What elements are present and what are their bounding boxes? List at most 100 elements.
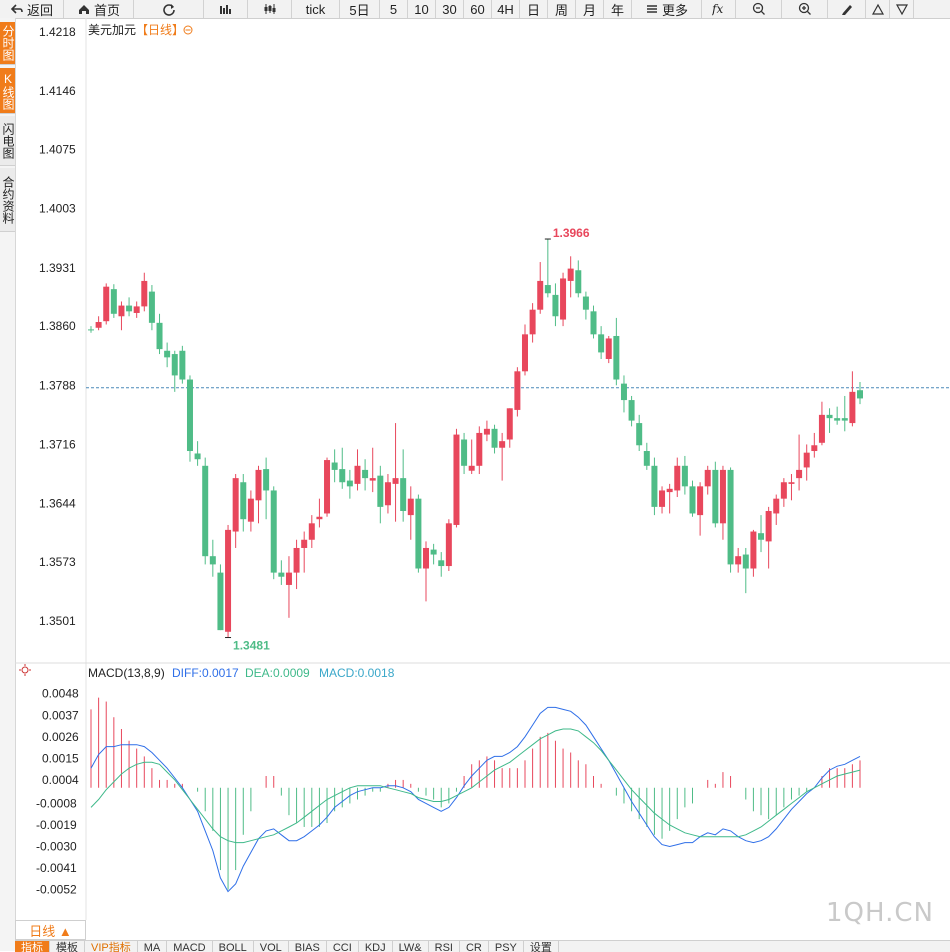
candle [362,459,369,491]
candle [780,478,787,507]
home-icon [77,2,91,16]
candle [278,560,285,585]
candle [788,474,795,501]
candle [491,424,498,454]
indicator-tab[interactable]: BOLL [213,941,254,952]
diff-value: DIFF:0.0017 [172,666,239,680]
side-tabs: 分时图 K线图 闪电图 合约资料 [0,18,16,951]
sun-settings-icon[interactable] [19,664,31,676]
candle [186,375,193,462]
toolbar-triangle-down-button[interactable] [890,0,914,18]
indicator-tab[interactable]: LW& [393,941,429,952]
indicator-tab[interactable]: PSY [489,941,524,952]
candle [255,465,262,524]
candle [697,482,704,536]
indicator-tab[interactable]: MA [138,941,168,952]
candle [659,486,666,514]
candle [293,539,300,590]
toolbar-formula-button[interactable]: fx [702,0,736,18]
candle [339,447,346,489]
indicator-tab[interactable]: CCI [327,941,359,952]
toolbar-btn-5[interactable]: tick [292,0,340,18]
price-tick-label: 1.3573 [39,555,76,569]
indicator-tab[interactable]: CR [460,941,489,952]
candle [765,506,772,569]
macd-tick-label: -0.0041 [36,861,77,875]
indicator-tab[interactable]: 指标 [15,941,50,952]
candle [179,345,186,384]
indicator-tab[interactable]: BIAS [289,941,327,952]
toolbar-zoom-in-button[interactable] [782,0,828,18]
price-tick-label: 1.4146 [39,84,76,98]
toolbar-btn-11[interactable]: 4H [492,0,520,18]
candle [689,480,696,517]
indicator-tab[interactable]: MACD [167,941,213,952]
candle [834,406,841,425]
toolbar-btn-8[interactable]: 10 [408,0,436,18]
indicator-tab[interactable]: 模板 [50,941,85,952]
candle [575,260,582,298]
toolbar-btn-14[interactable]: 月 [576,0,604,18]
candle [141,272,148,312]
toolbar-btn-12[interactable]: 日 [520,0,548,18]
indicator-tab[interactable]: VIP指标 [85,941,138,952]
low-marker-label: 1.3481 [233,639,270,653]
candle [346,469,353,499]
toolbar-btn-10[interactable]: 60 [464,0,492,18]
candle [316,498,323,528]
candle [240,474,247,532]
candle [537,262,544,314]
candle [110,284,117,318]
indicator-tabs: 指标 模板 VIP指标 MA MACD BOLL VOL BIAS CCI KDJ LW& RSI CR… [15,940,950,952]
macd-tick-label: -0.0019 [36,818,77,832]
period-tag: 【日线】 [136,23,184,37]
macd-tick-label: 0.0015 [42,751,79,765]
toolbar-menu-16[interactable]: 更多 [632,0,702,18]
toolbar-btn-6[interactable]: 5日 [340,0,380,18]
toolbar-label: 5 [389,1,398,17]
toolbar-btn-9[interactable]: 30 [436,0,464,18]
toolbar-btn-7[interactable]: 5 [380,0,408,18]
candle [750,529,757,577]
toolbar-triangle-up-button[interactable] [866,0,890,18]
candle [643,442,650,470]
toolbar-label: 5日 [349,2,370,18]
toolbar-refresh-button[interactable] [134,0,204,18]
chart-canvas[interactable]: 1.4218 1.4146 1.4075 1.4003 1.3931 1.3860 1.37… [15,18,950,920]
toolbar-zoom-out-button[interactable] [736,0,782,18]
price-tick-label: 1.4075 [39,142,76,156]
toolbar-bar-chart-button[interactable] [204,0,248,18]
candle [400,449,407,522]
indicator-tab[interactable]: KDJ [359,941,393,952]
toolbar-home-1[interactable]: 首页 [64,0,134,18]
candle [354,449,361,491]
tab-timeshare[interactable]: 分时图 [0,22,15,65]
high-marker-label: 1.3966 [553,226,590,240]
indicator-tab[interactable]: 设置 [524,941,559,952]
candle [651,457,658,516]
indicator-tab[interactable]: RSI [429,941,460,952]
indicator-tab[interactable]: VOL [254,941,289,952]
candle [598,326,605,359]
toolbar-label: 返回 [26,2,53,18]
macd-tick-label: -0.0052 [36,883,77,897]
period-selector[interactable]: 日线 ▲ [15,920,86,940]
toolbar-candlestick-button[interactable] [248,0,292,18]
toolbar-btn-13[interactable]: 周 [548,0,576,18]
macd-axis: 0.0048 0.0037 0.0026 0.0015 0.0004 -0.0008 -0.… [36,687,79,897]
circle-minus-icon[interactable] [183,25,193,35]
candle [415,494,422,573]
candle [674,457,681,498]
toolbar-label: 年 [610,2,624,18]
triangle-up-icon [871,2,885,16]
tab-contract-info[interactable]: 合约资料 [0,168,15,232]
candle [636,414,643,452]
toolbar-back-arrow-0[interactable]: 返回 [0,0,64,18]
toolbar-label: 10 [414,1,429,17]
candle [514,367,521,417]
toolbar-btn-15[interactable]: 年 [604,0,632,18]
toolbar-draw-pen-button[interactable] [828,0,866,18]
tab-kline[interactable]: K线图 [0,68,15,114]
watermark: 1QH.CN [826,898,934,928]
tab-flash-chart[interactable]: 闪电图 [0,116,15,166]
